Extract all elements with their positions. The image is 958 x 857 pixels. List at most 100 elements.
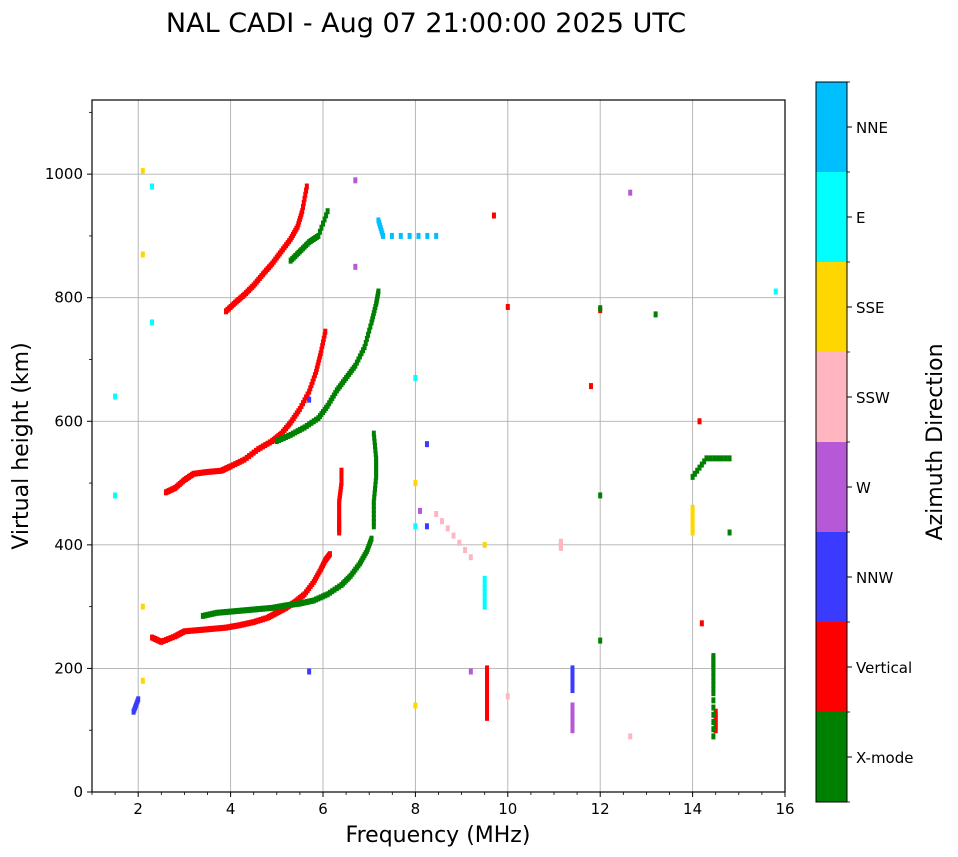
echo-point-x-mode [711,704,716,711]
echo-point-vertical [713,717,718,724]
echo-point-x-mode [373,482,378,489]
echo-point-x-mode [311,597,316,604]
echo-point-vertical [338,489,343,496]
colorbar-swatch-e [816,172,847,262]
echo-point-vertical [300,204,305,211]
echo-point-vertical [228,463,233,470]
echo-point-x-mode [711,733,716,740]
y-axis-label: Virtual height (km) [9,342,34,549]
echo-point-x-mode [321,220,325,227]
echo-point-x-mode [265,605,270,612]
echo-point-x-mode [373,478,378,485]
y-tick-label: 0 [73,783,83,801]
echo-point-x-mode [317,228,322,235]
echo-point-x-mode [302,599,307,606]
echo-point-x-mode [374,470,379,477]
echo-point-x-mode [363,340,368,347]
echo-point-vertical [170,634,175,641]
echo-point-nnw [570,687,575,694]
echo-point-vertical [212,625,217,632]
echo-point-vertical [302,195,307,202]
echo-point-x-mode [207,611,212,618]
data-marks [113,168,778,740]
echo-point-vertical [198,626,203,633]
echo-point-nne [416,232,421,239]
echo-point-vertical [205,468,210,475]
echo-point-vertical [184,628,189,635]
echo-point-nnw [570,679,575,686]
echo-point-vertical [337,492,342,499]
echo-point-nnw [570,683,575,690]
colorbar-frame [815,81,848,803]
echo-point-vertical [337,514,342,521]
echo-point-vertical [260,616,265,623]
echo-point-e [413,375,418,382]
echo-point-vertical [713,711,718,718]
echo-point-w [570,702,575,709]
x-tick-label: 4 [226,800,236,818]
echo-point-x-mode [295,600,300,607]
echo-point-vertical [247,453,252,460]
echo-point-vertical [303,191,308,198]
echo-point-vertical [233,623,238,630]
echo-point-x-mode [330,588,335,595]
echo-point-nne [434,232,439,239]
echo-point-vertical [699,620,704,627]
echo-point-w [570,727,575,734]
echo-point-x-mode [708,455,713,462]
echo-point-nnw [307,396,312,403]
y-tick-label: 800 [54,289,83,307]
echo-point-x-mode [704,455,709,462]
echo-point-x-mode [374,455,379,462]
echo-point-x-mode [214,609,219,616]
echo-point-vertical [317,356,322,363]
echo-point-x-mode [712,455,717,462]
echo-point-x-mode [371,502,376,509]
echo-point-x-mode [235,607,240,614]
echo-point-vertical [200,469,205,476]
echo-point-vertical [323,328,328,335]
echo-point-vertical [713,714,718,721]
echo-point-ssw [457,539,462,546]
echo-point-vertical [321,335,326,342]
y-tick-label: 1000 [45,165,83,183]
echo-point-ssw [505,693,510,700]
echo-point-vertical [713,721,718,728]
echo-point-vertical [300,208,305,215]
echo-point-ssw [628,733,633,740]
x-tick-label: 8 [411,800,421,818]
echo-point-vertical [713,727,718,734]
echo-point-w [468,668,473,675]
echo-point-x-mode [302,424,307,431]
echo-point-vertical [221,624,226,631]
echo-point-vertical [219,625,224,632]
echo-point-vertical [187,627,192,634]
echo-point-vertical [249,451,254,458]
echo-point-x-mode [293,601,298,608]
echo-point-x-mode [371,519,376,526]
echo-point-x-mode [309,597,314,604]
echo-point-x-mode [286,602,291,609]
echo-point-x-mode [297,600,302,607]
colorbar-label-nnw: NNW [856,569,893,587]
x-tick-label: 16 [775,800,794,818]
echo-point-nnw [136,696,141,703]
echo-point-vertical [337,510,342,517]
echo-point-x-mode [324,212,329,219]
echo-point-vertical [258,444,263,451]
x-tick-label: 14 [683,800,702,818]
echo-point-vertical [251,619,256,626]
echo-point-x-mode [270,604,275,611]
echo-point-x-mode [367,327,372,334]
echo-point-w [353,177,358,184]
echo-point-x-mode [228,608,233,615]
echo-point-vertical [318,350,323,357]
echo-point-vertical [713,724,718,731]
echo-point-sse [140,677,145,684]
echo-point-x-mode [309,419,314,426]
echo-point-vertical [314,368,319,375]
echo-point-x-mode [319,224,324,231]
echo-point-vertical [217,625,222,632]
echo-point-nne [425,232,430,239]
echo-point-x-mode [373,451,378,458]
